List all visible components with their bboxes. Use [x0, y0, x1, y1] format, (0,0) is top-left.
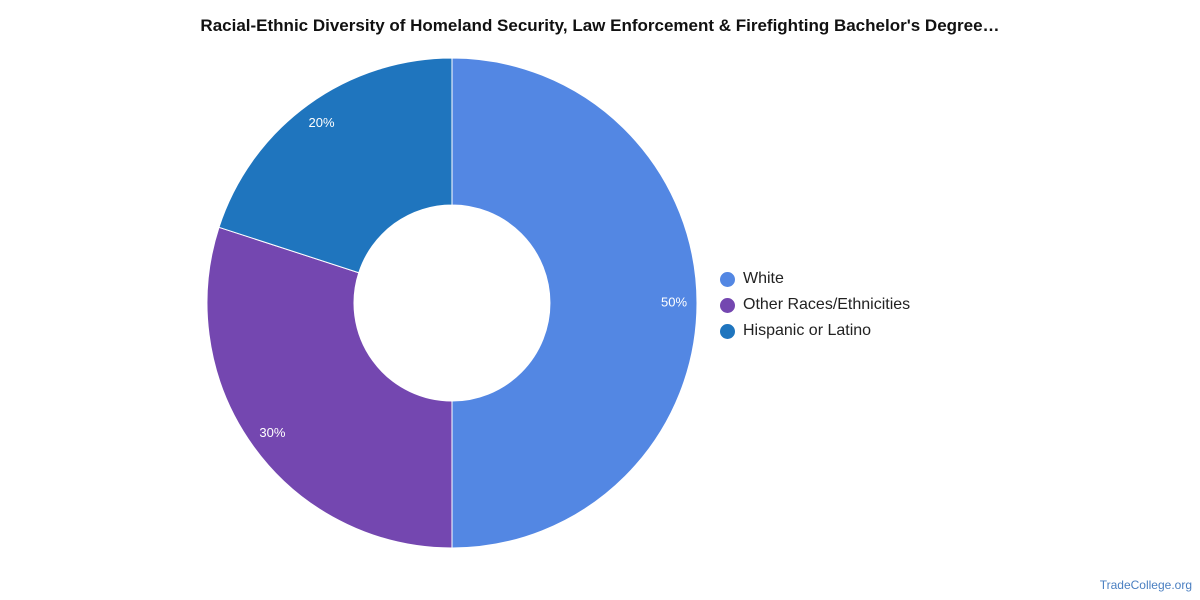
legend-item[interactable]: White: [720, 266, 910, 292]
legend-swatch: [720, 297, 735, 313]
legend: White Other Races/Ethnicities Hispanic or …: [720, 266, 910, 344]
slice-white[interactable]: [451, 57, 698, 549]
legend-label: Other Races/Ethnicities: [743, 296, 911, 313]
legend-label: White: [743, 270, 784, 287]
slice-value-label: 30%: [259, 425, 285, 440]
slice-value-label: 50%: [661, 294, 687, 309]
legend-item[interactable]: Hispanic or Latino: [720, 318, 910, 344]
legend-item[interactable]: Other Races/Ethnicities: [720, 292, 910, 318]
slice-other-races-ethnicities[interactable]: [206, 226, 453, 549]
slice-labels: 50% 30% 20%: [259, 115, 687, 440]
slice-value-label: 20%: [308, 115, 334, 130]
legend-swatch: [720, 323, 735, 339]
legend-swatch: [720, 271, 735, 287]
chart-title: Racial-Ethnic Diversity of Homeland Secu…: [200, 16, 1000, 35]
legend-label: Hispanic or Latino: [743, 322, 872, 339]
watermark[interactable]: TradeCollege.org: [1099, 578, 1192, 592]
donut-slices: [206, 57, 698, 549]
slice-hispanic-or-latino[interactable]: [218, 57, 453, 274]
